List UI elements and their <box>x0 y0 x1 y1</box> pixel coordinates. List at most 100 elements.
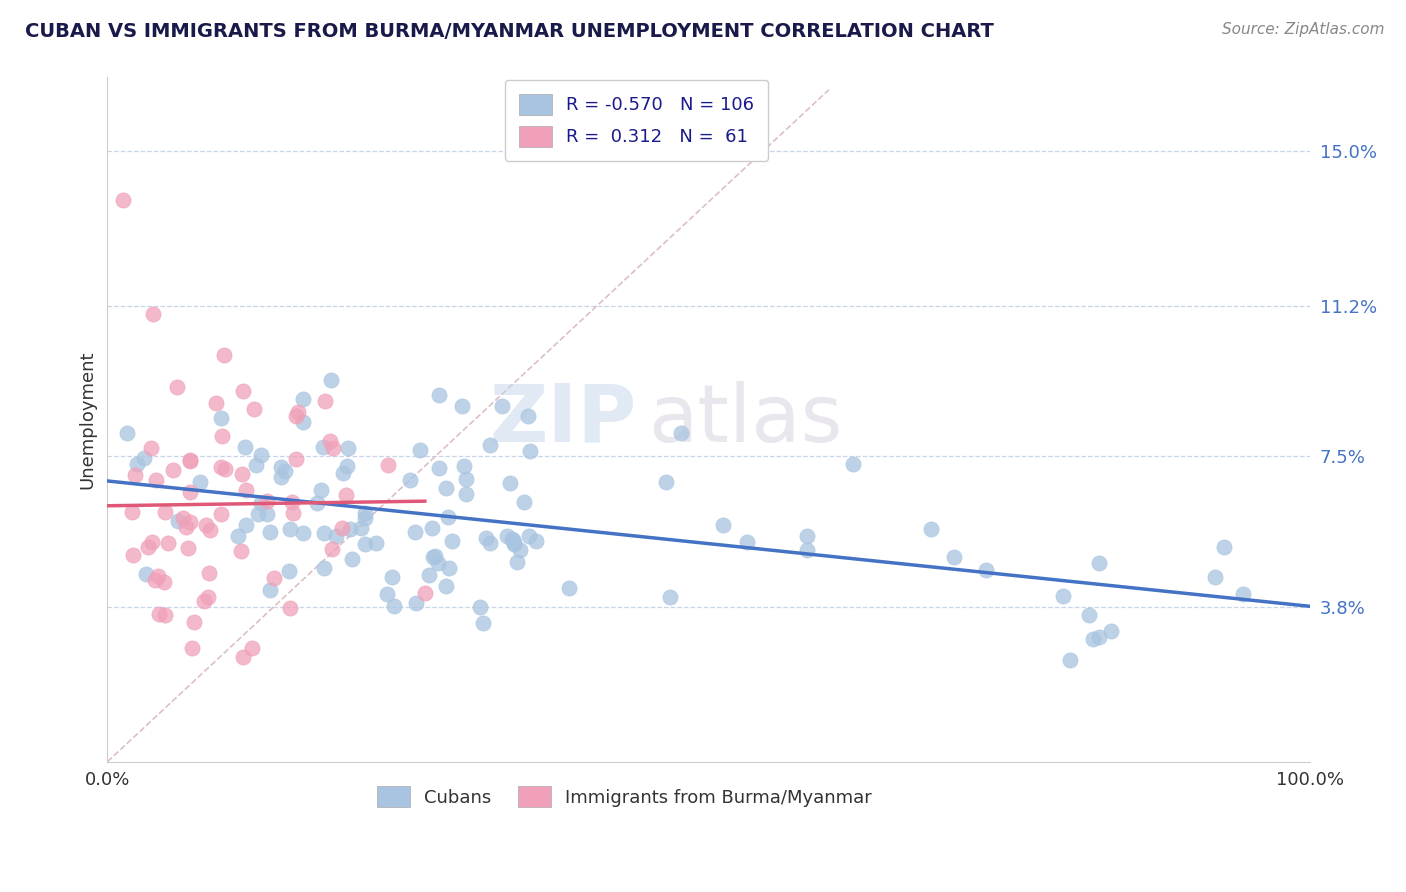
Point <box>278 601 301 615</box>
Point <box>314 525 336 540</box>
Point <box>312 560 335 574</box>
Point <box>179 515 201 529</box>
Point <box>1052 589 1074 603</box>
Text: atlas: atlas <box>648 381 844 458</box>
Point <box>364 535 387 549</box>
Point <box>287 404 309 418</box>
Point <box>281 506 304 520</box>
Point <box>319 373 342 387</box>
Point <box>382 599 405 614</box>
Point <box>307 496 329 510</box>
Point <box>179 453 201 467</box>
Point <box>399 473 422 487</box>
Point <box>350 521 373 535</box>
Point <box>437 510 460 524</box>
Point <box>193 594 215 608</box>
Point <box>292 415 315 429</box>
Point <box>1232 587 1254 601</box>
Point <box>437 561 460 575</box>
Point <box>195 518 218 533</box>
Point <box>453 458 475 473</box>
Point <box>496 529 519 543</box>
Point <box>796 543 818 558</box>
Point <box>205 396 228 410</box>
Point <box>339 522 361 536</box>
Point <box>179 485 201 500</box>
Point <box>197 590 219 604</box>
Point <box>319 434 342 449</box>
Point <box>209 411 232 425</box>
Point <box>209 460 232 475</box>
Point <box>309 483 332 497</box>
Point <box>423 549 446 563</box>
Point <box>1204 570 1226 584</box>
Point <box>558 582 581 596</box>
Point <box>141 534 163 549</box>
Point <box>517 529 540 543</box>
Point <box>285 452 308 467</box>
Point <box>235 518 257 533</box>
Point <box>498 475 520 490</box>
Point <box>166 380 188 394</box>
Y-axis label: Unemployment: Unemployment <box>79 351 96 489</box>
Point <box>711 518 734 533</box>
Point <box>142 307 165 321</box>
Text: Source: ZipAtlas.com: Source: ZipAtlas.com <box>1222 22 1385 37</box>
Point <box>513 495 536 509</box>
Point <box>259 524 281 539</box>
Point <box>405 596 427 610</box>
Point <box>125 457 148 471</box>
Point <box>375 587 398 601</box>
Point <box>336 441 359 455</box>
Legend: Cubans, Immigrants from Burma/Myanmar: Cubans, Immigrants from Burma/Myanmar <box>370 779 879 814</box>
Point <box>1088 556 1111 570</box>
Point <box>456 487 478 501</box>
Point <box>503 537 526 551</box>
Point <box>278 522 301 536</box>
Point <box>280 494 302 508</box>
Point <box>427 388 450 402</box>
Point <box>478 438 501 452</box>
Point <box>381 570 404 584</box>
Point <box>434 481 457 495</box>
Point <box>332 466 354 480</box>
Point <box>420 521 443 535</box>
Point <box>377 458 399 473</box>
Point <box>501 533 523 547</box>
Point <box>509 543 531 558</box>
Point <box>245 458 267 472</box>
Point <box>121 505 143 519</box>
Point <box>274 464 297 478</box>
Point <box>155 607 177 622</box>
Point <box>491 399 513 413</box>
Point <box>472 615 495 630</box>
Point <box>1099 624 1122 638</box>
Point <box>143 573 166 587</box>
Point <box>426 556 449 570</box>
Point <box>1059 653 1081 667</box>
Point <box>517 409 540 423</box>
Point <box>474 531 496 545</box>
Point <box>353 537 375 551</box>
Point <box>335 488 357 502</box>
Point <box>243 401 266 416</box>
Point <box>122 548 145 562</box>
Point <box>233 440 256 454</box>
Point <box>235 483 257 497</box>
Point <box>259 582 281 597</box>
Point <box>314 394 336 409</box>
Point <box>155 505 177 519</box>
Point <box>796 529 818 543</box>
Point <box>974 563 997 577</box>
Point <box>174 520 197 534</box>
Point <box>470 599 492 614</box>
Point <box>413 586 436 600</box>
Point <box>209 507 232 521</box>
Point <box>246 507 269 521</box>
Point <box>232 384 254 398</box>
Point <box>156 536 179 550</box>
Text: ZIP: ZIP <box>489 381 637 458</box>
Point <box>231 467 253 481</box>
Point <box>256 494 278 508</box>
Point <box>115 425 138 440</box>
